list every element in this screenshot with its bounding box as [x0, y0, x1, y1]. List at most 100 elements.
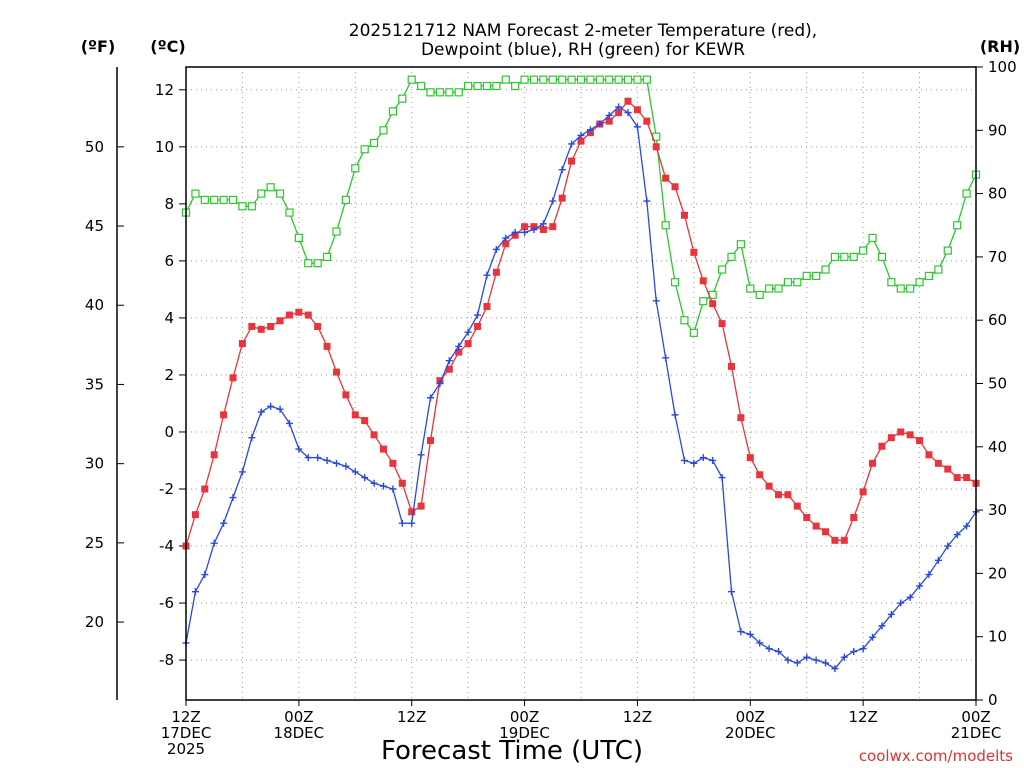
temperature-point	[380, 445, 387, 453]
rh-point	[388, 107, 398, 116]
temperature-point	[934, 459, 942, 467]
dewpoint-point	[408, 519, 416, 527]
celsius-tick-label: 10	[155, 138, 174, 156]
rh-point	[717, 265, 727, 274]
dewpoint-point	[351, 468, 359, 476]
dewpoint-point	[502, 234, 510, 242]
rh-tick-label: 100	[988, 58, 1017, 76]
temperature-point	[201, 485, 209, 493]
temperature-point	[502, 240, 510, 248]
x-axis-label: Forecast Time (UTC)	[381, 736, 643, 766]
rh-point	[351, 164, 360, 173]
dewpoint-point	[380, 482, 387, 490]
celsius-tick-label: -8	[159, 651, 174, 669]
time-tick-label: 21DEC	[951, 724, 1002, 742]
rh-point	[464, 81, 473, 91]
temperature-point	[285, 311, 293, 319]
temperature-point	[577, 137, 585, 145]
celsius-tick-label: 12	[155, 81, 174, 99]
dewpoint-point	[229, 494, 237, 502]
temperature-point	[370, 431, 378, 439]
temperature-point	[878, 442, 886, 450]
temperature-point	[521, 223, 529, 231]
temperature-point	[408, 508, 416, 516]
dewpoint-point	[398, 519, 406, 527]
celsius-tick-label: 0	[164, 423, 174, 441]
dewpoint-point	[840, 653, 848, 661]
rh-point	[332, 227, 341, 236]
time-tick-label: 2025	[167, 740, 205, 758]
temperature-point	[445, 365, 453, 373]
rh-point	[501, 75, 510, 84]
rh-point	[511, 81, 520, 91]
dewpoint-point	[464, 328, 472, 336]
temperature-point	[906, 431, 914, 439]
rh-point	[915, 278, 924, 287]
rh-point	[379, 126, 388, 135]
dewpoint-point	[953, 531, 961, 539]
rh-point	[473, 81, 482, 91]
temperature-point	[455, 348, 463, 356]
temperature-point	[351, 411, 359, 419]
rh-point	[746, 284, 755, 293]
rh-point	[830, 252, 840, 261]
rh-point	[285, 208, 294, 217]
celsius-tick-label: -6	[159, 594, 174, 612]
temperature-point	[803, 514, 811, 522]
rh-tick-label: 40	[988, 438, 1007, 456]
dewpoint-point	[314, 454, 322, 462]
dewpoint-point	[963, 522, 971, 530]
dewpoint-point	[201, 571, 209, 579]
dewpoint-point	[417, 451, 425, 459]
celsius-tick-label: 6	[164, 252, 174, 270]
celsius-axis: -8 -6 -4 -2 0 2 4 6 8 10 12	[155, 81, 186, 669]
dewpoint-point	[530, 226, 538, 234]
rh-point	[304, 259, 313, 268]
dewpoint-point	[699, 454, 707, 462]
temperature-point	[963, 474, 971, 482]
rh-point	[642, 75, 651, 84]
time-tick-label: 12Z	[171, 708, 200, 726]
time-tick-label: 20DEC	[725, 724, 776, 742]
rh-point	[896, 284, 905, 293]
dewpoint-point	[643, 197, 651, 205]
temperature-point	[812, 522, 820, 530]
temperature-point	[916, 437, 924, 445]
rh-point	[322, 252, 332, 261]
temperature-point	[793, 502, 801, 510]
rh-tick-label: 0	[988, 691, 998, 709]
dewpoint-point	[709, 456, 717, 464]
temperature-point	[361, 417, 369, 425]
rh-tick-label: 90	[988, 121, 1007, 139]
rh-point	[699, 297, 708, 306]
dewpoint-point	[492, 245, 500, 253]
rh-point	[341, 195, 350, 205]
temperature-point	[652, 143, 660, 151]
temperature-point	[775, 491, 782, 499]
rh-point	[426, 88, 435, 97]
chart-title: 2025121712 NAM Forecast 2-meter Temperat…	[349, 21, 817, 41]
rh-point	[793, 278, 802, 287]
rh-point	[859, 246, 868, 255]
temperature-point	[238, 340, 246, 348]
dewpoint-point	[427, 394, 435, 402]
rh-point	[868, 233, 877, 243]
temperature-point	[925, 451, 933, 459]
rh-point	[906, 284, 915, 293]
temperature-point	[483, 303, 491, 311]
dewpoint-point	[605, 111, 613, 119]
rh-point	[454, 88, 463, 97]
dewpoint-point	[803, 653, 811, 661]
temperature-point	[718, 320, 726, 328]
dewpoint-point	[455, 342, 463, 350]
dewpoint-point	[633, 123, 641, 131]
rh-point	[764, 284, 774, 293]
temperature-point	[229, 374, 237, 382]
dewpoint-point	[727, 588, 735, 596]
time-tick-label: 12Z	[623, 708, 652, 726]
temperature-point	[784, 491, 792, 499]
time-tick-label: 00Z	[961, 708, 990, 726]
dewpoint-point	[887, 610, 895, 618]
